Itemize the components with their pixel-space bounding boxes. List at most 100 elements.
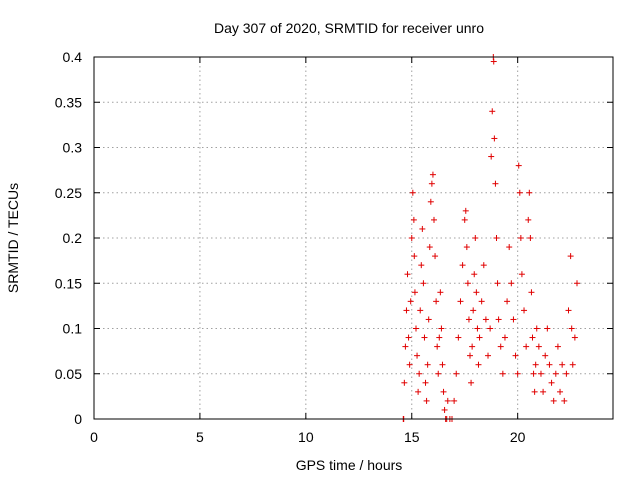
data-point <box>432 253 439 260</box>
data-point <box>569 361 576 368</box>
x-tick-label: 5 <box>196 429 204 445</box>
data-point <box>516 189 523 196</box>
data-point <box>411 253 418 260</box>
data-point <box>490 58 497 65</box>
data-point <box>540 388 547 395</box>
data-point <box>491 135 498 142</box>
data-point <box>514 370 521 377</box>
data-point <box>552 370 559 377</box>
data-point <box>428 180 435 187</box>
data-point <box>467 352 474 359</box>
data-point <box>424 361 431 368</box>
data-point <box>405 334 412 341</box>
y-tick-label: 0.05 <box>55 366 82 382</box>
data-point <box>471 271 478 278</box>
chart-title: Day 307 of 2020, SRMTID for receiver unr… <box>214 20 484 36</box>
data-point <box>457 298 464 305</box>
data-point <box>438 325 445 332</box>
data-point <box>475 361 482 368</box>
data-point <box>518 271 525 278</box>
data-point <box>494 280 501 287</box>
plot-frame <box>93 56 614 420</box>
data-point <box>546 361 553 368</box>
data-point <box>532 361 539 368</box>
y-tick-label: 0.4 <box>63 49 83 65</box>
data-point <box>426 244 433 251</box>
data-point <box>472 235 479 241</box>
data-point <box>416 370 423 377</box>
data-point <box>417 307 424 314</box>
data-point <box>439 361 446 368</box>
data-point <box>409 189 416 196</box>
data-point <box>401 379 408 386</box>
data-point <box>429 171 436 178</box>
data-point <box>512 352 519 359</box>
data-point <box>465 316 472 323</box>
data-point <box>444 397 451 404</box>
data-point <box>418 262 425 269</box>
data-points <box>400 54 580 422</box>
data-point <box>542 352 549 359</box>
data-point <box>492 180 499 187</box>
data-point <box>421 334 428 341</box>
data-point <box>567 253 574 260</box>
data-point <box>544 325 551 332</box>
data-point <box>499 370 506 377</box>
data-point <box>435 370 442 377</box>
data-point <box>531 388 538 395</box>
data-point <box>537 370 544 377</box>
data-point <box>527 235 534 241</box>
data-point <box>526 189 533 196</box>
data-point <box>437 289 444 296</box>
data-point <box>441 406 448 413</box>
x-tick-label: 10 <box>298 429 314 445</box>
data-point <box>423 397 430 404</box>
data-point <box>459 262 466 269</box>
data-point <box>436 334 443 341</box>
data-point <box>462 207 469 214</box>
data-point <box>530 370 537 377</box>
data-point <box>489 108 496 115</box>
data-point <box>535 343 542 350</box>
data-point <box>493 235 500 241</box>
x-tick-label: 0 <box>90 429 98 445</box>
data-point <box>563 370 570 377</box>
y-tick-label: 0.2 <box>63 230 83 246</box>
y-tick-label: 0 <box>74 411 82 427</box>
data-point <box>469 343 476 350</box>
data-point <box>480 262 487 269</box>
axis-ticks: 0 5 10 15 20 0 0.05 0.1 0.15 0.2 0.25 0.3 0.35 0.4 <box>55 49 613 445</box>
data-point <box>476 334 483 341</box>
y-tick-label: 0.15 <box>55 275 82 291</box>
data-point <box>473 289 480 296</box>
data-point <box>506 244 513 251</box>
data-point <box>497 343 504 350</box>
y-tick-label: 0.25 <box>55 185 82 201</box>
data-point <box>407 298 414 305</box>
data-point <box>474 325 481 332</box>
data-point <box>571 334 578 341</box>
data-point <box>408 235 415 241</box>
y-axis-label: SRMTID / TECUs <box>5 183 21 293</box>
data-point <box>406 361 413 368</box>
data-point <box>508 280 515 287</box>
data-point <box>510 316 517 323</box>
data-point <box>414 352 421 359</box>
data-point <box>501 334 508 341</box>
data-point <box>525 216 532 223</box>
data-point <box>568 325 575 332</box>
data-point <box>521 307 528 314</box>
data-point <box>573 280 580 287</box>
data-point <box>415 388 422 395</box>
x-tick-label: 20 <box>510 429 526 445</box>
data-point <box>464 280 471 287</box>
data-point <box>433 298 440 305</box>
data-point <box>554 343 561 350</box>
x-tick-label: 15 <box>404 429 420 445</box>
data-point <box>478 298 485 305</box>
data-point <box>463 244 470 251</box>
data-point <box>404 271 411 278</box>
x-axis-label: GPS time / hours <box>296 457 403 473</box>
data-point <box>529 334 536 341</box>
